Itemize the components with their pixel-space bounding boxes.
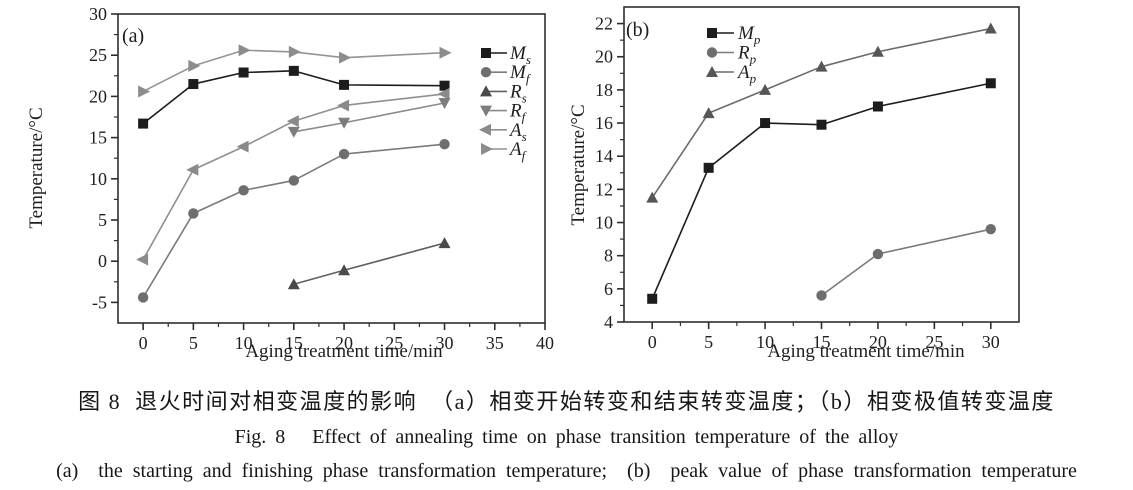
svg-text:20: 20 [869, 332, 887, 352]
svg-text:25: 25 [89, 45, 107, 65]
svg-text:18: 18 [595, 80, 613, 100]
svg-text:20: 20 [89, 86, 107, 106]
svg-text:Rf: Rf [509, 101, 528, 125]
svg-text:Af: Af [508, 139, 528, 163]
svg-text:8: 8 [604, 246, 613, 266]
svg-text:0: 0 [139, 333, 148, 353]
caption-subpanels: (a) the starting and finishing phase tra… [56, 460, 1077, 482]
svg-text:(b): (b) [626, 19, 649, 41]
svg-text:(a): (a) [122, 25, 144, 47]
svg-text:Aging treatment time/min: Aging treatment time/min [245, 341, 443, 362]
svg-text:Ms: Ms [509, 43, 531, 67]
svg-text:Rs: Rs [509, 81, 527, 105]
svg-text:10: 10 [235, 333, 253, 353]
svg-text:12: 12 [595, 179, 613, 199]
svg-text:10: 10 [756, 332, 774, 352]
svg-text:15: 15 [89, 128, 107, 148]
svg-text:14: 14 [595, 146, 613, 166]
svg-text:20: 20 [335, 333, 353, 353]
svg-text:Rp: Rp [737, 43, 757, 67]
svg-text:20: 20 [595, 47, 613, 67]
svg-text:5: 5 [98, 210, 107, 230]
svg-text:10: 10 [595, 213, 613, 233]
svg-text:6: 6 [604, 279, 613, 299]
svg-text:16: 16 [595, 113, 613, 133]
svg-text:25: 25 [925, 332, 943, 352]
svg-text:40: 40 [536, 333, 554, 353]
chart-panel-b: 0 5 10 15 20 25 30 4 6 8 10 12 14 16 18 20 22 Aging treat… [568, 6, 1020, 362]
svg-text:10: 10 [89, 169, 107, 189]
svg-text:Temperature/°C: Temperature/°C [26, 107, 47, 228]
svg-text:5: 5 [189, 333, 198, 353]
svg-text:-5: -5 [92, 292, 107, 312]
svg-text:25: 25 [385, 333, 403, 353]
caption-chinese: 图 8 退火时间对相变温度的影响 （a）相变开始转变和结束转变温度；（b）相变极… [78, 389, 1055, 414]
svg-text:0: 0 [648, 332, 657, 352]
svg-text:22: 22 [595, 14, 613, 34]
svg-text:30: 30 [436, 333, 454, 353]
figure-caption: 图 8 退火时间对相变温度的影响 （a）相变开始转变和结束转变温度；（b）相变极… [0, 378, 1133, 483]
svg-text:5: 5 [704, 332, 713, 352]
svg-text:Aging treatment time/min: Aging treatment time/min [767, 341, 965, 362]
svg-text:Mf: Mf [509, 62, 532, 86]
svg-text:Temperature/°C: Temperature/°C [568, 104, 589, 225]
svg-text:As: As [508, 120, 527, 144]
svg-text:35: 35 [486, 333, 504, 353]
svg-text:30: 30 [982, 332, 1000, 352]
svg-text:15: 15 [285, 333, 303, 353]
svg-text:Ap: Ap [736, 62, 757, 86]
caption-english: Fig. 8 Effect of annealing time on phase… [234, 426, 899, 448]
svg-text:30: 30 [89, 4, 107, 24]
svg-text:0: 0 [98, 251, 107, 271]
charts-row: 0 5 10 15 20 25 30 35 40 -5 0 5 10 15 20 25 30 Aging trea… [26, 4, 1020, 362]
svg-text:4: 4 [604, 312, 613, 332]
svg-text:15: 15 [813, 332, 831, 352]
svg-text:Mp: Mp [737, 23, 761, 47]
